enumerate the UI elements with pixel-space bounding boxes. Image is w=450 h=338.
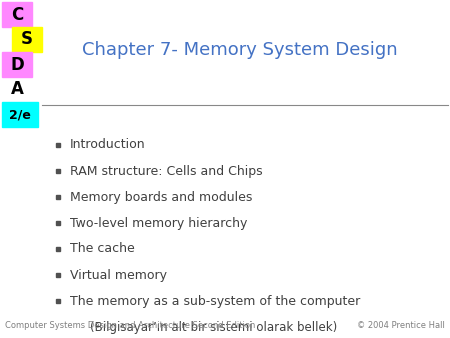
- Text: Virtual memory: Virtual memory: [70, 268, 167, 282]
- Text: D: D: [10, 55, 24, 73]
- Bar: [2, 52, 32, 77]
- Text: 2/e: 2/e: [9, 108, 31, 121]
- Text: © 2004 Prentice Hall: © 2004 Prentice Hall: [357, 320, 445, 330]
- Text: C: C: [11, 5, 23, 24]
- Bar: [2, 102, 38, 127]
- Text: Computer Systems Design and Architecture Second Edition: Computer Systems Design and Architecture…: [5, 320, 256, 330]
- Text: (Bilgisayar’ın alt bir sistemi olarak bellek): (Bilgisayar’ın alt bir sistemi olarak be…: [90, 320, 337, 334]
- Text: The memory as a sub-system of the computer: The memory as a sub-system of the comput…: [70, 294, 360, 308]
- Text: Chapter 7- Memory System Design: Chapter 7- Memory System Design: [82, 41, 398, 59]
- Bar: [2, 2, 32, 27]
- Text: RAM structure: Cells and Chips: RAM structure: Cells and Chips: [70, 165, 263, 177]
- Text: Memory boards and modules: Memory boards and modules: [70, 191, 252, 203]
- Text: A: A: [10, 80, 23, 98]
- Text: S: S: [21, 30, 33, 48]
- Text: Introduction: Introduction: [70, 139, 146, 151]
- Text: The cache: The cache: [70, 242, 135, 256]
- Bar: [12, 27, 42, 52]
- Text: Two-level memory hierarchy: Two-level memory hierarchy: [70, 217, 248, 230]
